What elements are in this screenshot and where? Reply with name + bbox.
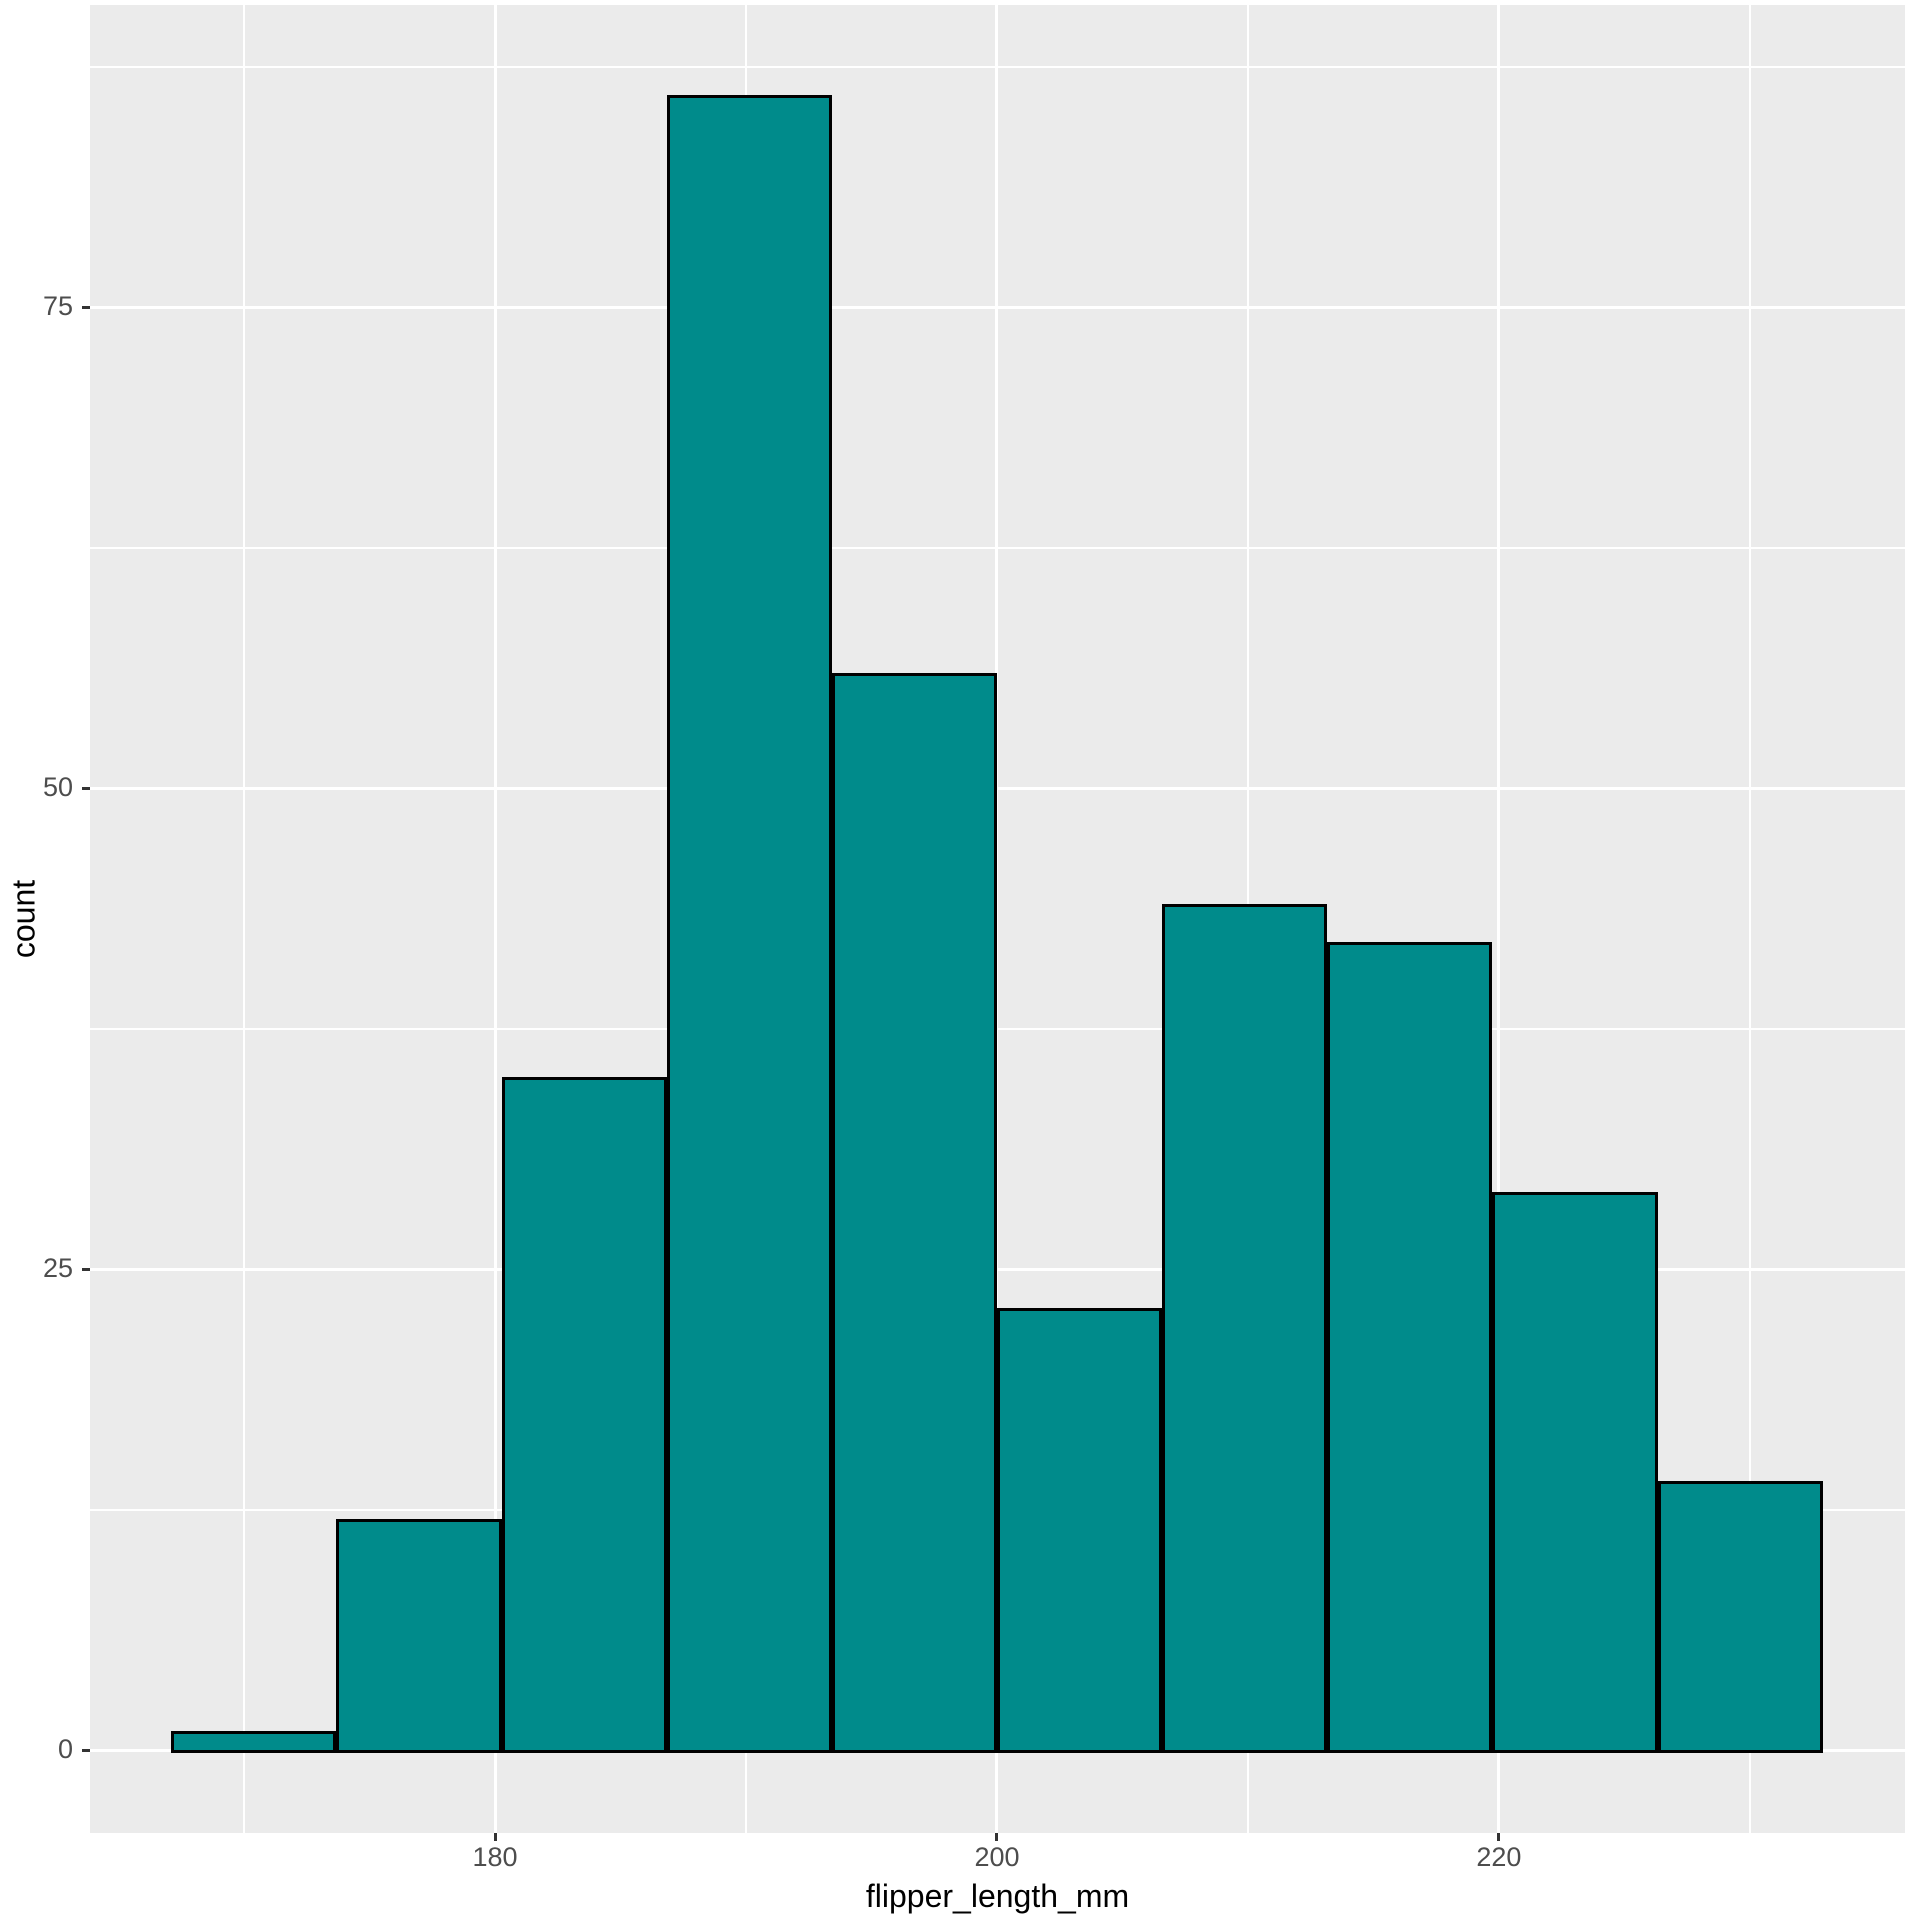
histogram-bar — [336, 1519, 502, 1754]
gridline-x-minor — [243, 5, 246, 1833]
y-tick-label: 0 — [57, 1734, 73, 1765]
y-axis-tick — [82, 1267, 90, 1271]
x-tick-label: 180 — [472, 1842, 518, 1872]
y-tick-label: 50 — [42, 772, 73, 803]
x-axis-tick — [493, 1833, 497, 1841]
histogram-bar — [171, 1731, 337, 1754]
x-axis-tick — [1497, 1833, 1501, 1841]
histogram-bar — [996, 1307, 1163, 1754]
histogram-bar — [666, 95, 832, 1754]
x-axis-title: flipper_length_mm — [865, 1878, 1130, 1914]
histogram-bar — [831, 672, 997, 1754]
y-axis-tick — [82, 1748, 90, 1752]
gridline-x-major — [995, 5, 999, 1833]
y-tick-label: 75 — [42, 291, 73, 322]
y-axis-tick — [82, 305, 90, 309]
gridline-x-major — [493, 5, 497, 1833]
y-axis-tick — [82, 786, 90, 790]
x-tick-label: 220 — [1476, 1842, 1522, 1872]
gridline-x-minor — [1748, 5, 1751, 1833]
plot-panel — [90, 5, 1905, 1833]
histogram-bar — [1327, 942, 1493, 1754]
gridline-x-major — [1497, 5, 1501, 1833]
x-axis-tick — [995, 1833, 999, 1841]
y-axis-title: count — [5, 879, 42, 959]
histogram-bar — [1492, 1192, 1658, 1754]
histogram-bar — [1162, 903, 1328, 1754]
histogram-bar — [1657, 1480, 1823, 1754]
x-tick-label: 200 — [974, 1842, 1020, 1872]
y-tick-label: 25 — [42, 1253, 73, 1284]
histogram-bar — [501, 1076, 667, 1754]
